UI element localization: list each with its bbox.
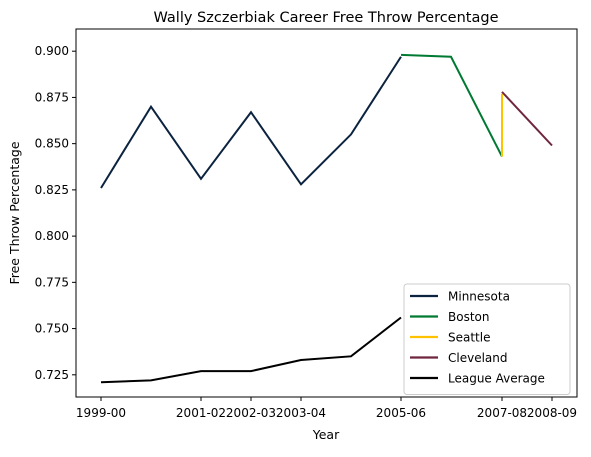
series-line-cleveland — [501, 91, 553, 147]
x-tick-label: 2008-09 — [527, 406, 577, 420]
y-axis: 0.725 0.750 0.775 0.800 0.825 0.850 0.875 0.900 — [35, 44, 76, 382]
series-line-boston — [400, 53, 503, 158]
plot-frame — [75, 28, 578, 398]
x-tick-label: 2005-06 — [376, 406, 426, 420]
y-tick-label: 0.900 — [35, 44, 69, 58]
y-tick-label: 0.850 — [35, 137, 69, 151]
legend-label-league-average: League Average — [448, 372, 545, 386]
y-tick-label: 0.725 — [35, 368, 69, 382]
x-tick-label: 1999-00 — [76, 406, 126, 420]
y-tick-label: 0.775 — [35, 275, 69, 289]
legend-box — [403, 283, 571, 395]
x-tick-label: 2001-02 — [176, 406, 226, 420]
y-tick-label: 0.750 — [35, 322, 69, 336]
series-line-league-average — [100, 316, 402, 384]
y-tick-label: 0.875 — [35, 90, 69, 104]
x-axis-label: Year — [312, 427, 340, 442]
legend-label-cleveland: Cleveland — [448, 351, 508, 365]
y-tick-label: 0.800 — [35, 229, 69, 243]
legend-label-boston: Boston — [448, 310, 489, 324]
legend-label-minnesota: Minnesota — [448, 290, 510, 304]
x-tick-label: 2003-04 — [276, 406, 326, 420]
plot-area — [100, 53, 553, 384]
x-axis: 1999-00 2001-02 2002-03 2003-04 2005-06 2007-… — [76, 397, 577, 420]
legend-label-seattle: Seattle — [448, 331, 490, 345]
x-tick-label: 2007-08 — [477, 406, 527, 420]
legend: Minnesota Boston Seattle Cleveland League Av… — [403, 283, 571, 395]
series-line-minnesota — [100, 56, 402, 189]
x-tick-label: 2002-03 — [226, 406, 276, 420]
chart-title: Wally Szczerbiak Career Free Throw Perce… — [154, 10, 499, 26]
y-axis-label: Free Throw Percentage — [7, 141, 22, 284]
y-tick-label: 0.825 — [35, 183, 69, 197]
